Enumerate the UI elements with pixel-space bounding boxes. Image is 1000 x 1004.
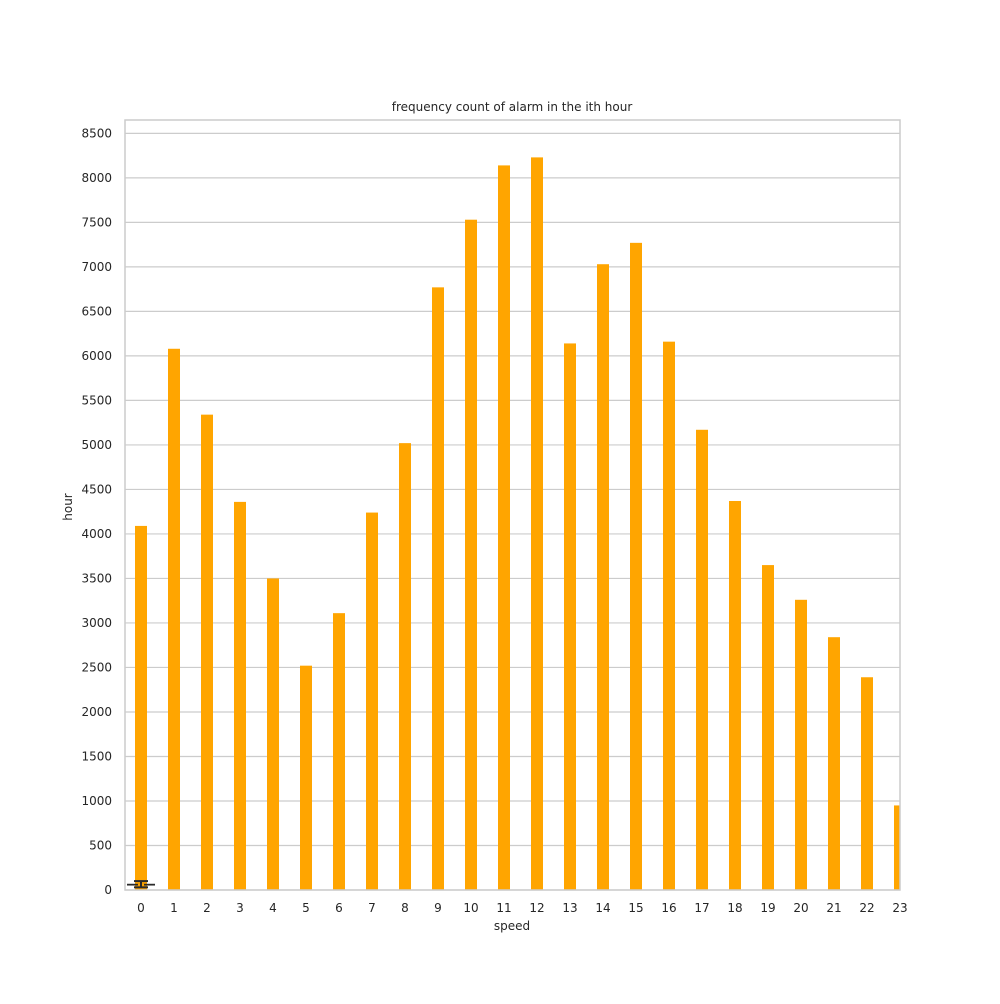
bar bbox=[564, 343, 576, 890]
bar bbox=[399, 443, 411, 890]
boxplot-overlay bbox=[127, 880, 155, 889]
y-tick-label: 2000 bbox=[81, 705, 112, 719]
y-tick-label: 4000 bbox=[81, 527, 112, 541]
y-tick-label: 7500 bbox=[81, 215, 112, 229]
x-tick-label: 7 bbox=[368, 901, 376, 915]
x-axis-label: speed bbox=[494, 919, 530, 933]
y-tick-label: 1500 bbox=[81, 749, 112, 763]
bar bbox=[168, 348, 180, 891]
x-tick-label: 15 bbox=[628, 901, 643, 915]
bar bbox=[432, 287, 444, 890]
x-tick-label: 12 bbox=[529, 901, 544, 915]
x-tick-label: 6 bbox=[335, 901, 343, 915]
y-axis-ticks: 0 500 1000 1500 2000 2500 3000 3500 4000 4500 5000… bbox=[81, 126, 112, 897]
bar bbox=[465, 219, 477, 891]
chart-title: frequency count of alarm in the ith hour bbox=[392, 100, 633, 114]
y-tick-label: 2500 bbox=[81, 660, 112, 674]
y-tick-label: 4500 bbox=[81, 482, 112, 496]
x-tick-label: 16 bbox=[661, 901, 676, 915]
grid-lines bbox=[125, 132, 900, 891]
x-tick-label: 13 bbox=[562, 901, 577, 915]
x-tick-label: 21 bbox=[826, 901, 841, 915]
y-tick-label: 7000 bbox=[81, 260, 112, 274]
y-tick-label: 5000 bbox=[81, 438, 112, 452]
bar bbox=[795, 599, 807, 890]
x-tick-label: 17 bbox=[694, 901, 709, 915]
y-axis-label: hour bbox=[61, 493, 75, 521]
y-tick-label: 8500 bbox=[81, 126, 112, 140]
x-tick-label: 5 bbox=[302, 901, 310, 915]
y-tick-label: 500 bbox=[89, 838, 112, 852]
bar bbox=[267, 578, 279, 890]
x-tick-label: 8 bbox=[401, 901, 409, 915]
x-tick-label: 0 bbox=[137, 901, 145, 915]
bar bbox=[597, 264, 609, 890]
bar bbox=[894, 805, 900, 890]
bar bbox=[531, 157, 543, 891]
y-tick-label: 0 bbox=[104, 883, 112, 897]
y-tick-label: 8000 bbox=[81, 171, 112, 185]
bar bbox=[201, 414, 213, 890]
bars bbox=[135, 157, 900, 891]
bar bbox=[663, 341, 675, 890]
bar bbox=[300, 665, 312, 890]
bar bbox=[498, 165, 510, 890]
bar bbox=[630, 242, 642, 890]
x-tick-label: 22 bbox=[859, 901, 874, 915]
x-tick-label: 4 bbox=[269, 901, 277, 915]
x-tick-label: 2 bbox=[203, 901, 211, 915]
x-tick-label: 11 bbox=[496, 901, 511, 915]
plot-frame bbox=[124, 119, 901, 891]
bar bbox=[696, 429, 708, 890]
x-tick-label: 9 bbox=[434, 901, 442, 915]
x-tick-label: 1 bbox=[170, 901, 178, 915]
x-tick-label: 18 bbox=[727, 901, 742, 915]
bar bbox=[828, 637, 840, 890]
bar bbox=[861, 677, 873, 890]
x-tick-label: 20 bbox=[793, 901, 808, 915]
y-tick-label: 3500 bbox=[81, 571, 112, 585]
x-tick-label: 19 bbox=[760, 901, 775, 915]
x-tick-label: 14 bbox=[595, 901, 610, 915]
bar bbox=[234, 501, 246, 890]
y-tick-label: 6000 bbox=[81, 349, 112, 363]
bar bbox=[729, 500, 741, 890]
x-tick-label: 3 bbox=[236, 901, 244, 915]
x-tick-label: 10 bbox=[463, 901, 478, 915]
bar bbox=[366, 512, 378, 890]
y-tick-label: 3000 bbox=[81, 616, 112, 630]
bar bbox=[135, 525, 147, 890]
bar bbox=[333, 613, 345, 890]
bar bbox=[762, 565, 774, 890]
x-tick-label: 23 bbox=[892, 901, 907, 915]
y-tick-label: 5500 bbox=[81, 393, 112, 407]
x-axis-ticks: 0 1 2 3 4 5 6 7 8 9 10 11 12 13 14 15 16 17 18 19 20 21 22 23 bbox=[137, 901, 907, 915]
y-tick-label: 1000 bbox=[81, 794, 112, 808]
y-tick-label: 6500 bbox=[81, 304, 112, 318]
